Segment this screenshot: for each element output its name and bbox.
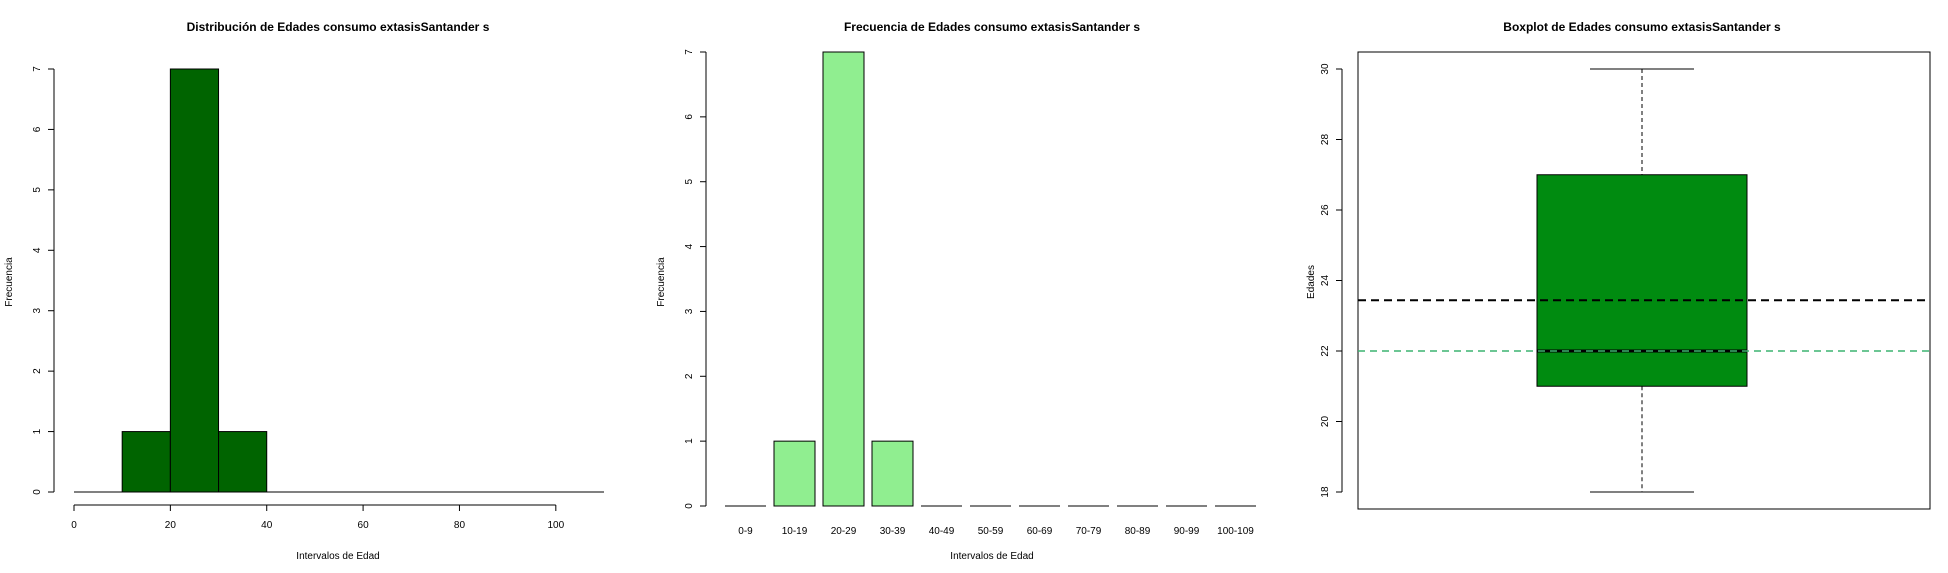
frequency-y-tick-label: 4	[684, 243, 695, 249]
boxplot-y-tick-label: 20	[1320, 416, 1331, 428]
boxplot-title: Boxplot de Edades consumo extasisSantand…	[1503, 20, 1781, 34]
histogram-panel: Distribución de Edades consumo extasisSa…	[4, 20, 604, 562]
frequency-xlabel: Intervalos de Edad	[950, 551, 1033, 562]
frequency-axes: 0-9 10-19 20-29 30-39 40-49 50-59 60-69 70-79 80…	[684, 49, 1254, 537]
frequency-x-tick-label: 80-89	[1125, 526, 1151, 537]
frequency-x-tick-label: 10-19	[782, 526, 808, 537]
boxplot-ylabel: Edades	[1306, 265, 1317, 299]
histogram-xlabel: Intervalos de Edad	[296, 551, 379, 562]
frequency-y-tick-label: 7	[684, 49, 695, 55]
histogram-x-tick-label: 80	[454, 520, 466, 531]
histogram-bar	[121, 431, 171, 493]
boxplot-axes: 18 20 22 24 26 28 30	[1320, 63, 1343, 498]
frequency-x-tick-label: 30-39	[880, 526, 906, 537]
boxplot-y-tick-label: 28	[1320, 134, 1331, 146]
frequency-y-tick-label: 6	[684, 114, 695, 120]
frequency-ylabel: Frecuencia	[656, 257, 667, 307]
boxplot-frame	[1357, 51, 1931, 510]
frequency-y-tick-label: 0	[684, 503, 695, 509]
frequency-y-tick-label: 5	[684, 178, 695, 184]
histogram-title: Distribución de Edades consumo extasisSa…	[187, 20, 490, 34]
histogram-ylabel: Frecuencia	[4, 257, 15, 307]
histogram-x-tick-label: 60	[358, 520, 370, 531]
frequency-y-tick-label: 2	[684, 373, 695, 379]
frequency-y-tick-label: 1	[684, 438, 695, 444]
frequency-x-tick-label: 90-99	[1174, 526, 1200, 537]
frequency-x-tick-label: 0-9	[738, 526, 753, 537]
frequency-bars	[725, 51, 1256, 507]
boxplot-y-tick-label: 26	[1320, 204, 1331, 216]
histogram-y-tick-label: 1	[32, 428, 43, 434]
frequency-bar	[773, 440, 816, 507]
histogram-y-tick-label: 7	[32, 66, 43, 72]
histogram-x-tick-label: 100	[547, 520, 564, 531]
boxplot-y-tick-label: 18	[1320, 486, 1331, 498]
frequency-panel: Frecuencia de Edades consumo extasisSant…	[656, 20, 1256, 562]
frequency-x-tick-label: 40-49	[929, 526, 955, 537]
frequency-bar	[871, 440, 914, 507]
frequency-title: Frecuencia de Edades consumo extasisSant…	[844, 20, 1140, 34]
histogram-y-tick-label: 0	[32, 489, 43, 495]
boxplot-panel: Boxplot de Edades consumo extasisSantand…	[1306, 20, 1931, 510]
boxplot-marks	[1358, 68, 1930, 493]
frequency-x-tick-label: 50-59	[978, 526, 1004, 537]
histogram-axes: 0 20 40 60 80 100 0 1 2 3 4 5 6 7	[32, 66, 604, 531]
boxplot-y-tick-label: 22	[1320, 345, 1331, 357]
histogram-x-tick-label: 20	[165, 520, 177, 531]
histogram-y-tick-label: 3	[32, 307, 43, 313]
frequency-x-tick-label: 100-109	[1217, 526, 1254, 537]
boxplot-box	[1536, 174, 1748, 387]
histogram-bars	[121, 68, 268, 493]
histogram-y-tick-label: 4	[32, 247, 43, 253]
histogram-x-tick-label: 0	[71, 520, 77, 531]
histogram-bar	[169, 68, 220, 493]
frequency-y-tick-label: 3	[684, 308, 695, 314]
frequency-x-tick-label: 20-29	[831, 526, 857, 537]
histogram-y-tick-label: 5	[32, 187, 43, 193]
boxplot-y-tick-label: 24	[1320, 275, 1331, 287]
frequency-x-tick-label: 60-69	[1027, 526, 1053, 537]
histogram-x-tick-label: 40	[261, 520, 273, 531]
frequency-x-tick-label: 70-79	[1076, 526, 1102, 537]
histogram-bar	[218, 431, 268, 493]
frequency-bar	[822, 51, 865, 507]
histogram-y-tick-label: 6	[32, 126, 43, 132]
boxplot-y-tick-label: 30	[1320, 63, 1331, 75]
histogram-y-tick-label: 2	[32, 368, 43, 374]
